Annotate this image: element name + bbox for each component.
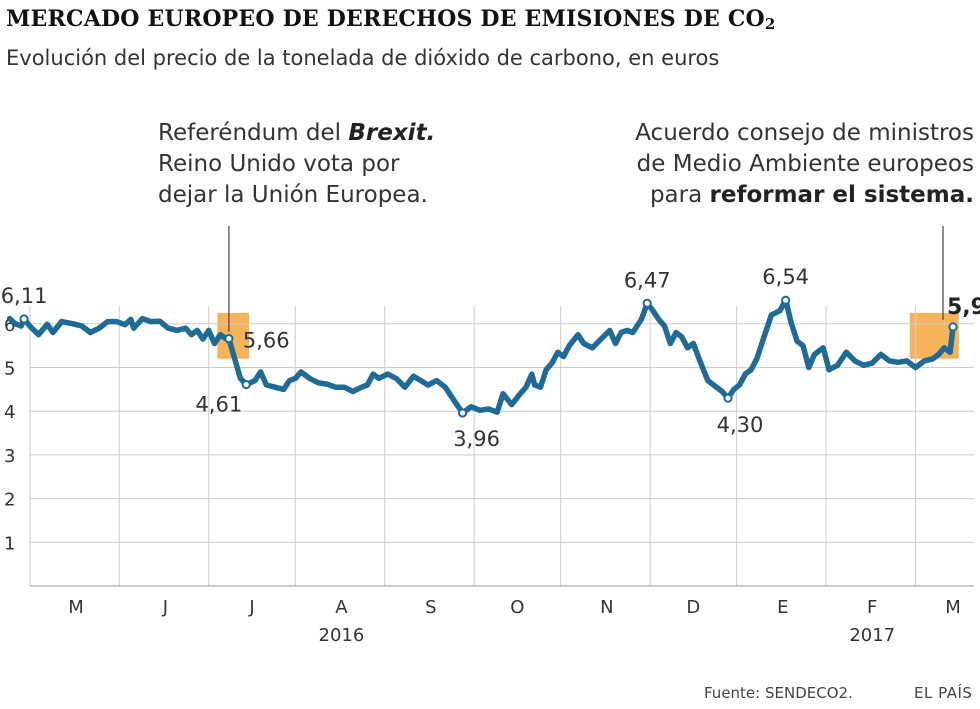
x-tick-label: J — [248, 597, 254, 618]
data-point-label: 3,96 — [453, 427, 500, 451]
data-point-label: 4,61 — [195, 393, 242, 417]
x-tick-label: N — [600, 597, 613, 618]
x-tick-label: M — [68, 597, 84, 618]
x-tick-label: M — [945, 597, 961, 618]
y-tick-label: 4 — [4, 402, 15, 423]
year-label: 2016 — [319, 625, 365, 646]
x-tick-label: F — [867, 597, 877, 618]
data-point-marker — [948, 322, 958, 332]
y-tick-label: 3 — [4, 446, 15, 467]
price-series-line — [6, 297, 956, 416]
year-label: 2017 — [849, 625, 895, 646]
data-point-marker — [642, 298, 652, 308]
data-point-marker — [781, 295, 791, 305]
data-point-marker — [723, 393, 733, 403]
reform-annotation: Acuerdo consejo de ministros de Medio Am… — [635, 120, 974, 208]
data-point-marker — [457, 408, 468, 418]
data-point-marker — [241, 379, 251, 390]
x-tick-label: S — [425, 597, 436, 618]
x-tick-label: J — [162, 597, 168, 618]
data-point-marker — [19, 314, 29, 324]
data-point-label: 5,93 — [947, 295, 980, 320]
data-point-label: 5,66 — [243, 329, 290, 353]
x-tick-label: E — [777, 597, 788, 618]
x-tick-label: D — [686, 597, 700, 618]
y-tick-label: 1 — [4, 533, 15, 554]
y-tick-label: 6 — [4, 315, 15, 336]
chart-subtitle: Evolución del precio de la tonelada de d… — [6, 46, 720, 70]
x-tick-label: O — [510, 597, 524, 618]
chart-title: MERCADO EUROPEO DE DERECHOS DE EMISIONES… — [6, 6, 776, 33]
data-point-marker — [224, 334, 234, 344]
source-note: Fuente: SENDECO2. — [704, 684, 853, 702]
brexit-annotation: Referéndum del Brexit. Reino Unido vota … — [158, 120, 436, 208]
data-point-label: 6,47 — [624, 268, 671, 292]
y-tick-label: 5 — [4, 359, 15, 380]
publisher-brand: EL PAÍS — [914, 684, 973, 702]
data-point-label: 6,11 — [1, 284, 48, 308]
y-tick-label: 2 — [4, 490, 15, 511]
data-point-label: 4,30 — [717, 413, 764, 437]
data-point-label: 6,54 — [762, 265, 809, 289]
x-tick-label: A — [335, 597, 348, 618]
